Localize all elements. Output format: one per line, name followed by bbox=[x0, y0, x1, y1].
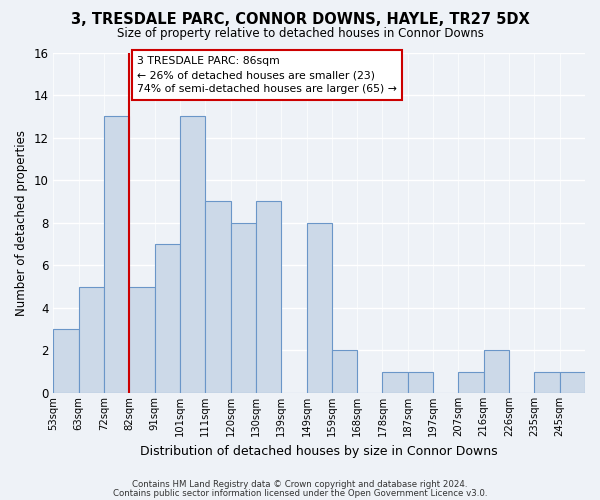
Bar bbox=[53, 329, 79, 393]
Bar bbox=[180, 116, 205, 393]
Bar bbox=[104, 116, 130, 393]
Bar bbox=[307, 223, 332, 393]
Bar bbox=[458, 372, 484, 393]
Text: Contains public sector information licensed under the Open Government Licence v3: Contains public sector information licen… bbox=[113, 488, 487, 498]
Bar bbox=[205, 202, 230, 393]
Text: 3, TRESDALE PARC, CONNOR DOWNS, HAYLE, TR27 5DX: 3, TRESDALE PARC, CONNOR DOWNS, HAYLE, T… bbox=[71, 12, 529, 28]
Bar bbox=[256, 202, 281, 393]
Bar bbox=[155, 244, 180, 393]
Bar bbox=[332, 350, 357, 393]
Text: Contains HM Land Registry data © Crown copyright and database right 2024.: Contains HM Land Registry data © Crown c… bbox=[132, 480, 468, 489]
Bar bbox=[535, 372, 560, 393]
Bar bbox=[230, 223, 256, 393]
Text: Size of property relative to detached houses in Connor Downs: Size of property relative to detached ho… bbox=[116, 28, 484, 40]
Bar bbox=[382, 372, 408, 393]
Bar bbox=[79, 286, 104, 393]
X-axis label: Distribution of detached houses by size in Connor Downs: Distribution of detached houses by size … bbox=[140, 444, 498, 458]
Bar bbox=[130, 286, 155, 393]
Bar bbox=[560, 372, 585, 393]
Text: 3 TRESDALE PARC: 86sqm
← 26% of detached houses are smaller (23)
74% of semi-det: 3 TRESDALE PARC: 86sqm ← 26% of detached… bbox=[137, 56, 397, 94]
Y-axis label: Number of detached properties: Number of detached properties bbox=[15, 130, 28, 316]
Bar bbox=[484, 350, 509, 393]
Bar bbox=[408, 372, 433, 393]
